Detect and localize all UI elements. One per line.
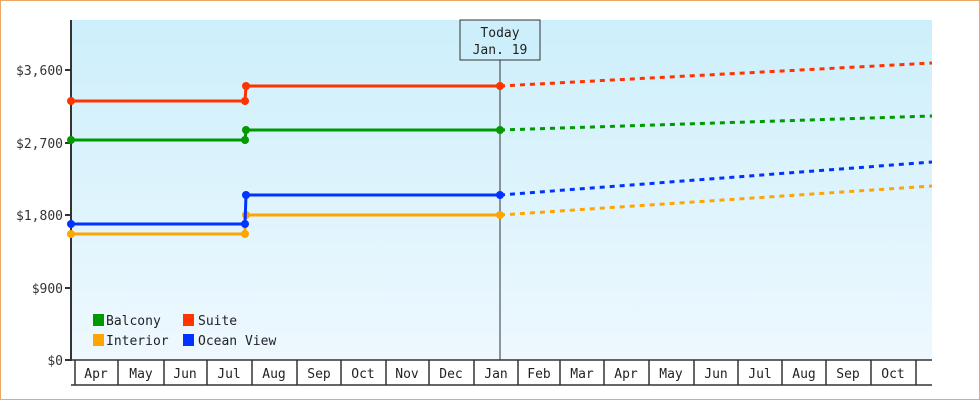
month-label: Oct bbox=[881, 367, 904, 382]
series-ocean-view bbox=[67, 160, 933, 228]
month-label: Mar bbox=[570, 367, 594, 382]
month-label: Sep bbox=[307, 367, 331, 382]
legend-swatch-suite bbox=[183, 314, 194, 326]
legend-label-interior: Interior bbox=[106, 334, 169, 349]
month-label: May bbox=[129, 367, 153, 382]
today-callout bbox=[459, 19, 541, 61]
legend-label-suite: Suite bbox=[198, 314, 237, 329]
month-label: Nov bbox=[395, 367, 419, 382]
today-label: Today bbox=[480, 26, 519, 41]
y-label: $900 bbox=[32, 282, 63, 297]
y-label: $1,800 bbox=[16, 209, 63, 224]
month-label: Oct bbox=[351, 367, 374, 382]
month-label: Jun bbox=[173, 367, 196, 382]
legend: Balcony Suite Interior Ocean View bbox=[93, 314, 276, 349]
x-tick-labels: Apr May Jun Jul Aug Sep Oct Nov Dec Jan … bbox=[84, 367, 904, 382]
month-label: Jun bbox=[704, 367, 727, 382]
x-axis bbox=[71, 359, 932, 386]
legend-swatch-balcony bbox=[93, 314, 104, 326]
month-label: Jul bbox=[217, 367, 240, 382]
month-label: Aug bbox=[792, 367, 815, 382]
legend-label-balcony: Balcony bbox=[106, 314, 161, 329]
y-label: $2,700 bbox=[16, 137, 63, 152]
month-label: Jul bbox=[748, 367, 771, 382]
month-label: Jan bbox=[484, 367, 507, 382]
month-label: Dec bbox=[439, 367, 462, 382]
month-label: Apr bbox=[84, 367, 108, 382]
month-label: Apr bbox=[614, 367, 638, 382]
month-label: Sep bbox=[836, 367, 860, 382]
legend-label-ocean-view: Ocean View bbox=[198, 334, 276, 349]
month-label: Aug bbox=[262, 367, 285, 382]
legend-swatch-interior bbox=[93, 334, 104, 346]
today-date: Jan. 19 bbox=[473, 43, 528, 58]
month-label: May bbox=[659, 367, 683, 382]
y-tick-labels: $3,600 $2,700 $1,800 $900 $0 bbox=[16, 64, 63, 369]
y-label: $3,600 bbox=[16, 64, 63, 79]
legend-swatch-ocean-view bbox=[183, 334, 194, 346]
plot-area bbox=[72, 20, 932, 360]
series-balcony bbox=[67, 114, 933, 144]
series-suite bbox=[67, 61, 933, 105]
y-label: $0 bbox=[47, 354, 63, 369]
month-label: Feb bbox=[527, 367, 551, 382]
